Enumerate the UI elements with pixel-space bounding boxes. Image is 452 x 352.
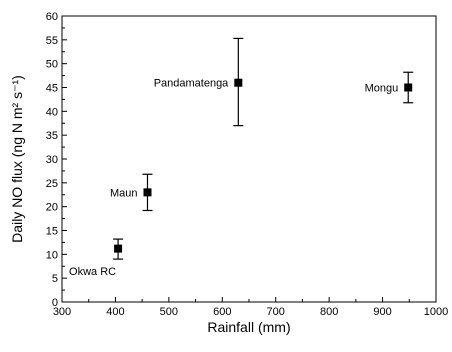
- x-tick-label: 300: [53, 306, 71, 318]
- x-axis-label: Rainfall (mm): [207, 319, 290, 335]
- x-tick-label: 800: [320, 306, 338, 318]
- data-point: [404, 83, 413, 92]
- x-tick-label: 1000: [424, 306, 448, 318]
- y-tick-label: 55: [46, 35, 58, 47]
- y-axis-label: Daily NO flux (ng N m² s⁻¹): [9, 75, 25, 243]
- data-point: [234, 78, 243, 87]
- y-tick-label: 25: [46, 178, 58, 190]
- y-tick-label: 15: [46, 226, 58, 238]
- y-tick-label: 60: [46, 11, 58, 23]
- x-tick-label: 600: [213, 306, 231, 318]
- y-tick-label: 40: [46, 106, 58, 118]
- point-label: Mongu: [365, 83, 399, 95]
- y-tick-label: 5: [52, 273, 58, 285]
- y-tick-label: 0: [52, 297, 58, 309]
- x-tick-label: 900: [373, 306, 391, 318]
- ticks: 300 400 500 600 700 800 900 1000 0 5 10 15 20 25 30 35 4…: [46, 11, 448, 318]
- y-tick-label: 50: [46, 59, 58, 71]
- point-label: Maun: [110, 187, 138, 199]
- data-points: Okwa RC Maun Pandamatenga Mongu: [69, 37, 414, 278]
- y-tick-label: 45: [46, 83, 58, 95]
- data-point: [143, 188, 152, 197]
- x-tick-label: 700: [267, 306, 285, 318]
- y-tick-label: 20: [46, 202, 58, 214]
- y-tick-label: 35: [46, 130, 58, 142]
- x-tick-label: 500: [160, 306, 178, 318]
- y-tick-label: 10: [46, 249, 58, 261]
- point-label: Pandamatenga: [154, 78, 229, 90]
- x-tick-label: 400: [106, 306, 124, 318]
- data-point: [114, 244, 123, 253]
- point-label: Okwa RC: [69, 266, 116, 278]
- y-tick-label: 30: [46, 154, 58, 166]
